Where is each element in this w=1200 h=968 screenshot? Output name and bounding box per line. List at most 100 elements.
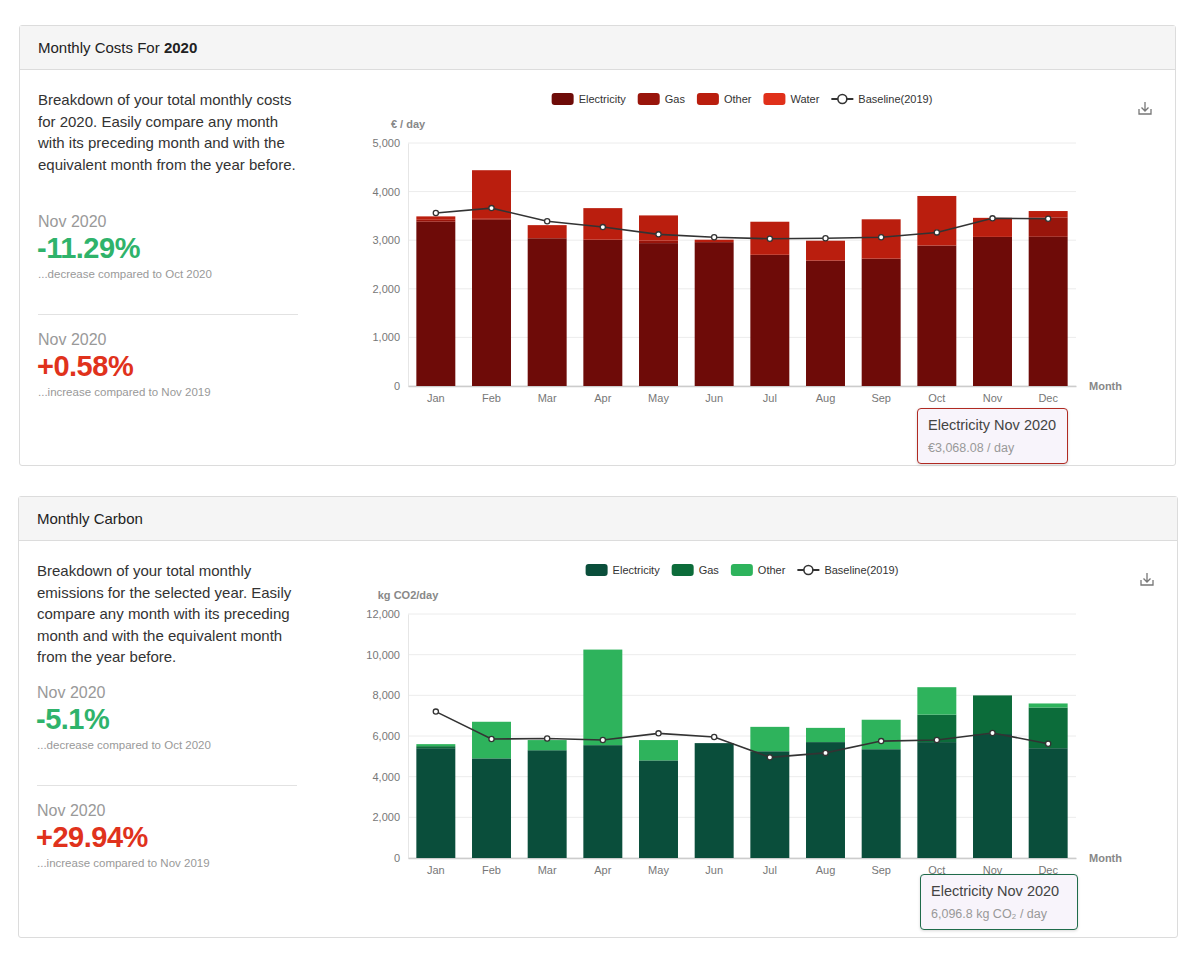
bar[interactable]	[695, 743, 734, 858]
bar[interactable]	[583, 208, 622, 240]
bar[interactable]	[528, 238, 567, 386]
line-marker[interactable]	[1046, 741, 1051, 746]
line-marker[interactable]	[712, 734, 717, 739]
line-marker[interactable]	[489, 206, 494, 211]
bar[interactable]	[917, 687, 956, 714]
bar[interactable]	[750, 751, 789, 858]
line-marker[interactable]	[990, 730, 995, 735]
grid-line	[408, 143, 1076, 144]
legend-item[interactable]: Water	[763, 93, 819, 105]
line-marker[interactable]	[545, 219, 550, 224]
line-marker[interactable]	[600, 737, 605, 742]
bar[interactable]	[472, 758, 511, 858]
stat-note: ...increase compared to Nov 2019	[38, 386, 211, 398]
legend-item[interactable]: Other	[731, 564, 786, 576]
bar[interactable]	[639, 241, 678, 243]
bar[interactable]	[917, 742, 956, 858]
bar[interactable]	[862, 720, 901, 749]
line-marker[interactable]	[879, 235, 884, 240]
legend-item[interactable]: Electricity	[586, 564, 661, 576]
legend-item[interactable]: Gas	[638, 93, 686, 105]
bar[interactable]	[750, 221, 789, 222]
download-button[interactable]	[1141, 573, 1153, 585]
line-marker[interactable]	[934, 230, 939, 235]
bar[interactable]	[917, 196, 956, 246]
bar[interactable]	[639, 215, 678, 216]
bar[interactable]	[583, 240, 622, 386]
x-tick: Aug	[816, 858, 836, 876]
line-marker[interactable]	[767, 755, 772, 760]
bar[interactable]	[750, 727, 789, 751]
bar[interactable]	[472, 170, 511, 171]
legend: Electricity Gas Other Baseline(2019)	[586, 564, 899, 576]
legend-item[interactable]: Gas	[672, 564, 720, 576]
bar[interactable]	[416, 744, 455, 746]
legend-swatch	[838, 95, 847, 104]
line-marker[interactable]	[545, 736, 550, 741]
line-marker[interactable]	[433, 210, 438, 215]
bar[interactable]	[862, 749, 901, 858]
separator	[38, 314, 298, 315]
bar[interactable]	[416, 746, 455, 748]
bar[interactable]	[416, 220, 455, 222]
bar[interactable]	[416, 748, 455, 858]
x-tick-label: Aug	[816, 392, 836, 404]
bar[interactable]	[750, 255, 789, 386]
bar[interactable]	[639, 243, 678, 386]
line-marker[interactable]	[656, 232, 661, 237]
x-tick: Sep	[871, 858, 891, 876]
line-marker[interactable]	[990, 216, 995, 221]
line-marker[interactable]	[823, 750, 828, 755]
bar[interactable]	[917, 195, 956, 196]
bar[interactable]	[528, 750, 567, 858]
bar[interactable]	[806, 241, 845, 261]
y-tick: 2,000	[372, 811, 408, 823]
bar[interactable]	[472, 722, 511, 759]
separator	[37, 785, 297, 786]
line-marker[interactable]	[712, 235, 717, 240]
bar[interactable]	[639, 215, 678, 240]
bar[interactable]	[695, 242, 734, 386]
bar[interactable]	[583, 745, 622, 858]
bar[interactable]	[1029, 703, 1068, 707]
legend-item[interactable]: Other	[697, 93, 752, 105]
line-marker[interactable]	[433, 709, 438, 714]
bar[interactable]	[806, 261, 845, 386]
line-marker[interactable]	[767, 236, 772, 241]
line-marker[interactable]	[879, 738, 884, 743]
line-marker[interactable]	[489, 736, 494, 741]
legend-item[interactable]: Baseline(2019)	[797, 564, 898, 576]
line-marker[interactable]	[600, 224, 605, 229]
bar[interactable]	[416, 216, 455, 219]
line-marker[interactable]	[823, 236, 828, 241]
bar[interactable]	[528, 225, 567, 226]
line-marker[interactable]	[1046, 216, 1051, 221]
line-marker[interactable]	[934, 737, 939, 742]
legend-item[interactable]: Electricity	[552, 93, 627, 105]
bar[interactable]	[472, 220, 511, 386]
bar[interactable]	[973, 695, 1012, 734]
bar[interactable]	[583, 208, 622, 209]
bar[interactable]	[973, 695, 1012, 696]
bar[interactable]	[639, 760, 678, 858]
bar[interactable]	[806, 742, 845, 858]
bar[interactable]	[1029, 708, 1068, 749]
bar[interactable]	[1029, 237, 1068, 386]
download-button[interactable]	[1139, 102, 1151, 114]
bar[interactable]	[973, 734, 1012, 858]
bar[interactable]	[862, 259, 901, 386]
bar[interactable]	[639, 740, 678, 760]
bar[interactable]	[416, 222, 455, 386]
bar[interactable]	[862, 219, 901, 258]
x-tick: Nov	[983, 386, 1003, 404]
line-marker[interactable]	[656, 731, 661, 736]
bar[interactable]	[806, 728, 845, 742]
bar[interactable]	[917, 246, 956, 386]
bar[interactable]	[973, 237, 1012, 386]
bar[interactable]	[583, 650, 622, 746]
bar[interactable]	[528, 225, 567, 238]
bar[interactable]	[862, 219, 901, 220]
bar[interactable]	[1029, 748, 1068, 858]
legend-item[interactable]: Baseline(2019)	[831, 93, 932, 105]
bar[interactable]	[1029, 211, 1068, 212]
